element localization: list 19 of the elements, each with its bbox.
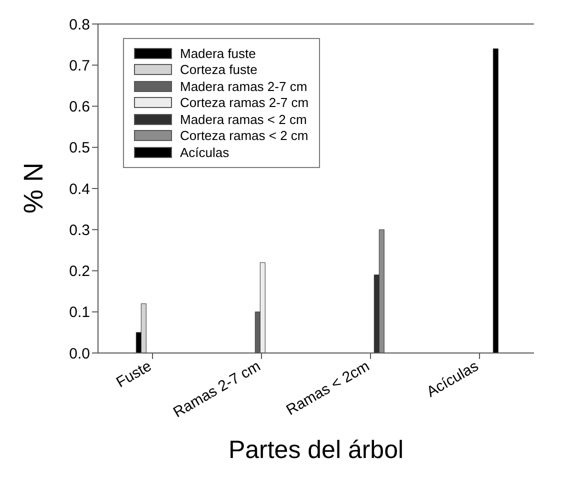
legend-label: Madera ramas 2-7 cm bbox=[180, 78, 308, 94]
legend-label: Corteza ramas 2-7 cm bbox=[180, 95, 309, 110]
legend-label: Madera fuste bbox=[180, 46, 256, 61]
y-tick-label: 0.6 bbox=[69, 98, 90, 116]
x-axis-title: Partes del árbol bbox=[228, 436, 404, 464]
legend-label: Corteza fuste bbox=[180, 62, 258, 78]
x-tick-label: Fuste bbox=[114, 358, 154, 392]
y-tick-label: 0.2 bbox=[69, 263, 90, 280]
y-tick-label: 0.3 bbox=[69, 222, 90, 239]
y-tick-label: 0.4 bbox=[69, 180, 90, 198]
legend-label: Acículas bbox=[180, 144, 230, 160]
y-tick-label: 0.1 bbox=[69, 304, 90, 322]
y-tick-label: 0.5 bbox=[69, 140, 90, 157]
y-tick-label: 0.7 bbox=[69, 57, 90, 74]
legend-label: Corteza ramas < 2 cm bbox=[180, 128, 308, 144]
y-axis-title: % N bbox=[18, 162, 49, 214]
legend-label: Madera ramas < 2 cm bbox=[180, 112, 307, 127]
y-tick-label: 0.0 bbox=[69, 345, 90, 362]
y-tick-label: 0.8 bbox=[69, 16, 90, 34]
